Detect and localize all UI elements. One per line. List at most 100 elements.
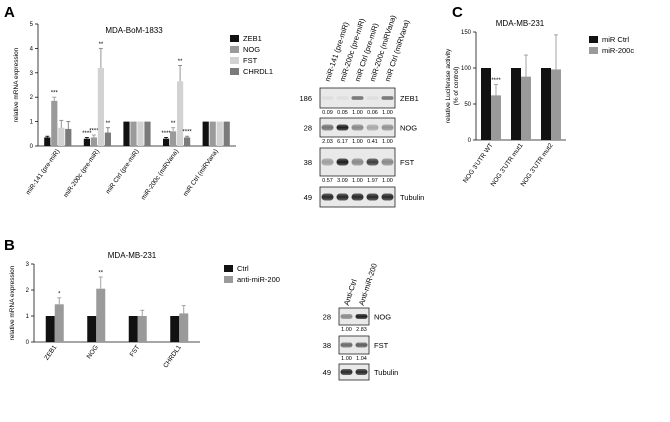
y-tick-label: 1 [30, 120, 34, 126]
quant-value: 0.05 [337, 110, 348, 116]
bar-anti-mir-200-fst [137, 316, 147, 342]
x-category-label: NOG 3'UTR WT [462, 142, 495, 184]
bar-fst-mir-ctrl-pre-mir [137, 121, 144, 146]
legend-label-fst: FST [243, 56, 258, 65]
band-fst [381, 158, 394, 166]
quant-value: 6.17 [337, 139, 348, 145]
legend-label-mir-ctrl: miR Ctrl [602, 35, 629, 44]
y-tick-label: 2 [30, 95, 34, 101]
chart-a: MDA-BoM-1833 0 1 2 3 4 5 relative mRNA expressi… [13, 22, 273, 201]
protein-label-fst: FST [400, 158, 415, 167]
bar-mir-ctrl-nog-3-utr-wt [481, 68, 491, 140]
band-nog [351, 124, 364, 131]
mw-marker: 49 [323, 368, 331, 377]
significance-mark: **** [182, 130, 192, 136]
y-tick-label: 100 [461, 66, 472, 72]
significance-mark: ** [171, 121, 176, 127]
quant-value: 1.04 [356, 356, 367, 362]
y-tick-label: 0 [26, 340, 30, 346]
mw-marker: 186 [299, 94, 312, 103]
bar-ctrl-chrdl1 [170, 316, 180, 342]
legend-swatch-zeb1 [230, 35, 239, 42]
quant-value: 1.00 [382, 139, 393, 145]
band-nog [321, 124, 334, 131]
chart-title: MDA-BoM-1833 [105, 26, 163, 35]
quant-value: 0.41 [367, 139, 378, 145]
legend-swatch-ctrl [224, 265, 233, 272]
band-tubulin [381, 193, 394, 201]
bar-mir-200c-nog-3-utr-wt [491, 95, 501, 140]
bar-anti-mir-200-nog [96, 288, 106, 342]
legend-swatch-nog [230, 46, 239, 53]
band-zeb1 [351, 96, 364, 100]
y-tick-label: 5 [30, 22, 34, 28]
y-tick-label: 150 [461, 30, 472, 36]
x-category-label: NOG [86, 344, 100, 360]
y-tick-label: 4 [30, 46, 34, 52]
protein-label-nog: NOG [400, 124, 417, 133]
x-category-label: miR Ctrl (miRVana) [182, 148, 220, 198]
bar-nog-mir-ctrl-pre-mir [130, 121, 137, 146]
band-zeb1 [366, 96, 379, 100]
x-category-label: ZEB1 [43, 344, 58, 362]
bar-zeb1-mir-ctrl-pre-mir [123, 121, 130, 146]
quant-value: 1.97 [367, 178, 378, 184]
band-tubulin [321, 193, 334, 201]
band-zeb1 [381, 96, 394, 100]
bar-chrdl1-mir-ctrl-mirvana [223, 121, 230, 146]
band-fst [351, 158, 364, 166]
bar-nog-mir-200c-mirvana [170, 131, 177, 146]
quant-value: 1.00 [352, 139, 363, 145]
legend-label-chrdl1: CHRDL1 [243, 67, 273, 76]
significance-mark: *** [51, 91, 59, 97]
x-category-label: miR-200c (pre-miR) [63, 148, 101, 199]
protein-label-tubulin: Tubulin [400, 193, 424, 202]
bar-zeb1-mir-200c-mirvana [163, 138, 170, 146]
quant-value: 1.00 [382, 110, 393, 116]
bar-chrdl1-mir-ctrl-pre-mir [144, 121, 151, 146]
bar-mir-200c-nog-3-utr-mut2 [551, 69, 561, 140]
band-nog [336, 124, 349, 131]
bar-fst-mir-200c-pre-mir [97, 67, 104, 146]
band-tubulin [340, 369, 353, 375]
y-tick-label: 3 [30, 71, 34, 77]
bar-fst-mir-200c-mirvana [177, 81, 184, 146]
mw-marker: 38 [304, 158, 312, 167]
band-tubulin [366, 193, 379, 201]
bar-nog-mir-141-pre-mir [51, 100, 58, 146]
significance-mark: * [58, 291, 61, 297]
quant-value: 0.09 [322, 110, 333, 116]
protein-label-tubulin: Tubulin [374, 368, 398, 377]
y-tick-label: 50 [464, 102, 471, 108]
bar-mir-200c-nog-3-utr-mut1 [521, 76, 531, 140]
legend-swatch-fst [230, 57, 239, 64]
legend-swatch-anti-mir-200 [224, 276, 233, 283]
band-tubulin [351, 193, 364, 201]
chart-c: MDA-MB-231 0 50 100 150 relative Luciferase a… [445, 19, 634, 188]
x-category-label: miR-200c (miRVana) [140, 148, 180, 201]
band-zeb1 [321, 96, 334, 100]
band-nog [355, 314, 368, 319]
protein-label-nog: NOG [374, 313, 391, 322]
x-category-label: miR-141 (pre-miR) [25, 148, 62, 196]
significance-mark: ** [178, 59, 183, 65]
significance-mark: **** [161, 131, 171, 137]
band-zeb1 [336, 96, 349, 100]
significance-mark: **** [491, 78, 501, 84]
mw-marker: 49 [304, 193, 312, 202]
x-category-label: NOG 3'UTR mut1 [490, 142, 525, 188]
bar-fst-mir-141-pre-mir [58, 127, 65, 146]
bar-zeb1-mir-200c-pre-mir [83, 138, 90, 146]
band-tubulin [355, 369, 368, 375]
legend-swatch-chrdl1 [230, 68, 239, 75]
protein-label-fst: FST [374, 341, 389, 350]
band-fst [355, 342, 368, 348]
quant-value: 1.00 [352, 178, 363, 184]
western-blot-a: miR-141 (pre-miR)miR-200c (pre-miR)miR C… [299, 13, 424, 208]
quant-value: 3.09 [337, 178, 348, 184]
y-axis-label: relative mRNA expression [13, 47, 20, 122]
bar-ctrl-nog [87, 316, 97, 342]
bar-chrdl1-mir-141-pre-mir [65, 128, 72, 146]
legend-swatch-mir-ctrl [589, 36, 598, 43]
